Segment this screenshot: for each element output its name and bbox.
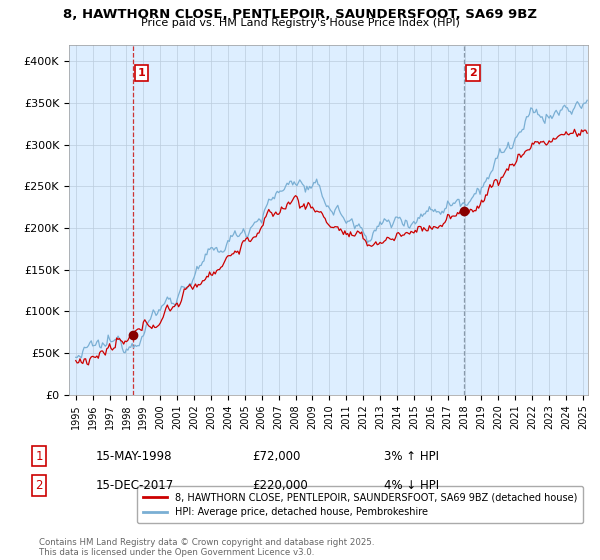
Text: 3% ↑ HPI: 3% ↑ HPI	[384, 450, 439, 463]
Text: £72,000: £72,000	[252, 450, 301, 463]
Text: £220,000: £220,000	[252, 479, 308, 492]
Text: 1: 1	[138, 68, 146, 78]
Text: Contains HM Land Registry data © Crown copyright and database right 2025.
This d: Contains HM Land Registry data © Crown c…	[39, 538, 374, 557]
Text: 4% ↓ HPI: 4% ↓ HPI	[384, 479, 439, 492]
Text: 15-MAY-1998: 15-MAY-1998	[96, 450, 173, 463]
Text: 2: 2	[35, 479, 43, 492]
Text: Price paid vs. HM Land Registry's House Price Index (HPI): Price paid vs. HM Land Registry's House …	[140, 18, 460, 29]
Text: 8, HAWTHORN CLOSE, PENTLEPOIR, SAUNDERSFOOT, SA69 9BZ: 8, HAWTHORN CLOSE, PENTLEPOIR, SAUNDERSF…	[63, 8, 537, 21]
Text: 2: 2	[469, 68, 477, 78]
Text: 15-DEC-2017: 15-DEC-2017	[96, 479, 174, 492]
Text: 1: 1	[35, 450, 43, 463]
Legend: 8, HAWTHORN CLOSE, PENTLEPOIR, SAUNDERSFOOT, SA69 9BZ (detached house), HPI: Ave: 8, HAWTHORN CLOSE, PENTLEPOIR, SAUNDERSF…	[137, 487, 583, 523]
